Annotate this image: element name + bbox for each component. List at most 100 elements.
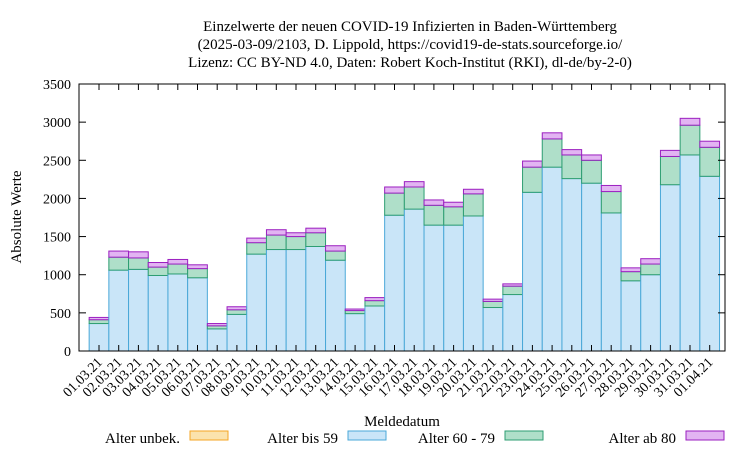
bar-24.03.21-series-3 bbox=[541, 138, 563, 168]
bar-02.03.21-series-4 bbox=[108, 250, 130, 258]
plot-frame bbox=[78, 83, 726, 352]
bar-29.03.21-series-3 bbox=[640, 263, 661, 276]
bar-10.03.21-series-3 bbox=[265, 234, 287, 251]
bar-06.03.21-series-3 bbox=[187, 268, 208, 279]
bar-31.03.21-series-2 bbox=[679, 154, 701, 352]
bar-10.03.21-series-2 bbox=[265, 249, 287, 352]
bar-09.03.21-series-4 bbox=[246, 237, 267, 244]
title-line-1: Einzelwerte der neuen COVID-19 Infiziert… bbox=[203, 19, 617, 35]
bar-17.03.21-series-4 bbox=[403, 181, 425, 188]
bar-13.03.21-series-2 bbox=[325, 259, 346, 352]
bar-15.03.21-series-4 bbox=[364, 297, 386, 302]
bar-03.03.21-series-4 bbox=[128, 251, 149, 259]
title-line-2: (2025-03-09/2103, D. Lippold, https://co… bbox=[198, 37, 623, 53]
bar-02.03.21-series-3 bbox=[108, 256, 130, 271]
bar-16.03.21-series-4 bbox=[384, 186, 405, 194]
bar-11.03.21-series-4 bbox=[285, 232, 307, 238]
y-tick-label: 3500 bbox=[43, 78, 71, 93]
bar-21.03.21-series-3 bbox=[482, 300, 504, 309]
legend-label: Alter unbek. bbox=[105, 431, 180, 447]
bar-13.03.21-series-3 bbox=[325, 250, 346, 261]
bar-19.03.21-series-3 bbox=[443, 206, 464, 226]
bar-06.03.21-series-2 bbox=[187, 277, 208, 352]
bar-12.03.21-series-3 bbox=[305, 232, 327, 247]
title-line-3: Lizenz: CC BY-ND 4.0, Daten: Robert Koch… bbox=[188, 55, 632, 71]
bar-22.03.21-series-4 bbox=[502, 283, 524, 287]
bar-28.03.21-series-4 bbox=[620, 267, 642, 273]
bar-01.04.21-series-4 bbox=[699, 140, 721, 148]
bar-01.03.21-series-3 bbox=[88, 319, 110, 325]
bar-24.03.21-series-4 bbox=[541, 132, 563, 140]
bar-30.03.21-series-4 bbox=[659, 149, 681, 157]
bar-27.03.21-series-3 bbox=[600, 191, 622, 214]
bar-08.03.21-series-3 bbox=[226, 309, 248, 315]
bar-08.03.21-series-4 bbox=[226, 306, 248, 311]
bar-10.03.21-series-4 bbox=[265, 229, 287, 236]
bar-03.03.21-series-3 bbox=[128, 257, 149, 270]
bar-21.03.21-series-2 bbox=[482, 307, 504, 352]
bar-12.03.21-series-2 bbox=[305, 245, 327, 352]
y-tick-label: 1500 bbox=[43, 231, 71, 246]
bar-01.04.21-series-2 bbox=[699, 175, 721, 352]
bar-26.03.21-series-2 bbox=[581, 182, 602, 352]
y-tick-label: 2000 bbox=[43, 192, 71, 207]
bar-16.03.21-series-2 bbox=[384, 214, 405, 352]
y-tick-label: 1000 bbox=[43, 269, 71, 284]
bar-18.03.21-series-3 bbox=[423, 204, 445, 226]
bar-30.03.21-series-3 bbox=[659, 155, 681, 186]
legend-swatch bbox=[504, 430, 544, 441]
bar-26.03.21-series-3 bbox=[581, 159, 602, 184]
bar-29.03.21-series-4 bbox=[640, 258, 661, 265]
bar-15.03.21-series-2 bbox=[364, 305, 386, 352]
legend-label: Alter ab 80 bbox=[609, 431, 676, 447]
bar-19.03.21-series-4 bbox=[443, 201, 464, 208]
legend: Alter unbek. Alter bis 59 Alter 60 - 79 Alt… bbox=[105, 430, 725, 447]
legend-swatch bbox=[685, 430, 725, 441]
bar-11.03.21-series-3 bbox=[285, 236, 307, 251]
bar-05.03.21-series-4 bbox=[167, 258, 189, 265]
bar-18.03.21-series-2 bbox=[423, 224, 445, 352]
bar-17.03.21-series-3 bbox=[403, 186, 425, 210]
bar-05.03.21-series-2 bbox=[167, 273, 189, 352]
bar-23.03.21-series-3 bbox=[522, 166, 543, 193]
bar-05.03.21-series-3 bbox=[167, 263, 189, 275]
y-tick-label: 3000 bbox=[43, 116, 71, 131]
bar-16.03.21-series-3 bbox=[384, 192, 405, 216]
bar-28.03.21-series-2 bbox=[620, 280, 642, 352]
bar-07.03.21-series-4 bbox=[206, 323, 228, 327]
bar-09.03.21-series-3 bbox=[246, 242, 267, 255]
bar-25.03.21-series-3 bbox=[561, 154, 583, 180]
bar-23.03.21-series-2 bbox=[522, 191, 543, 352]
y-axis: 0 500 1000 1500 2000 2500 3000 3500 bbox=[43, 78, 725, 360]
bar-30.03.21-series-2 bbox=[659, 184, 681, 352]
bar-18.03.21-series-4 bbox=[423, 199, 445, 206]
bar-25.03.21-series-2 bbox=[561, 178, 583, 352]
legend-label: Alter bis 59 bbox=[267, 431, 338, 447]
bar-20.03.21-series-3 bbox=[462, 193, 484, 217]
bar-01.04.21-series-3 bbox=[699, 146, 721, 177]
bar-17.03.21-series-2 bbox=[403, 208, 425, 352]
bar-19.03.21-series-2 bbox=[443, 224, 464, 352]
bar-31.03.21-series-4 bbox=[679, 117, 701, 126]
bar-15.03.21-series-3 bbox=[364, 300, 386, 307]
legend-swatch bbox=[347, 430, 387, 441]
bar-29.03.21-series-2 bbox=[640, 274, 661, 352]
bar-26.03.21-series-4 bbox=[581, 154, 602, 161]
bar-24.03.21-series-2 bbox=[541, 166, 563, 352]
y-tick-label: 2500 bbox=[43, 154, 71, 169]
bar-25.03.21-series-4 bbox=[561, 149, 583, 156]
bars-group bbox=[88, 117, 721, 352]
bar-11.03.21-series-2 bbox=[285, 249, 307, 352]
legend-label: Alter 60 - 79 bbox=[418, 431, 495, 447]
bar-20.03.21-series-4 bbox=[462, 188, 484, 195]
bar-28.03.21-series-3 bbox=[620, 271, 642, 282]
bar-04.03.21-series-4 bbox=[147, 262, 169, 268]
bar-22.03.21-series-2 bbox=[502, 294, 524, 352]
bar-06.03.21-series-4 bbox=[187, 264, 208, 270]
legend-swatch bbox=[189, 430, 229, 441]
bar-02.03.21-series-2 bbox=[108, 269, 130, 352]
bar-04.03.21-series-3 bbox=[147, 266, 169, 276]
bar-22.03.21-series-3 bbox=[502, 285, 524, 296]
